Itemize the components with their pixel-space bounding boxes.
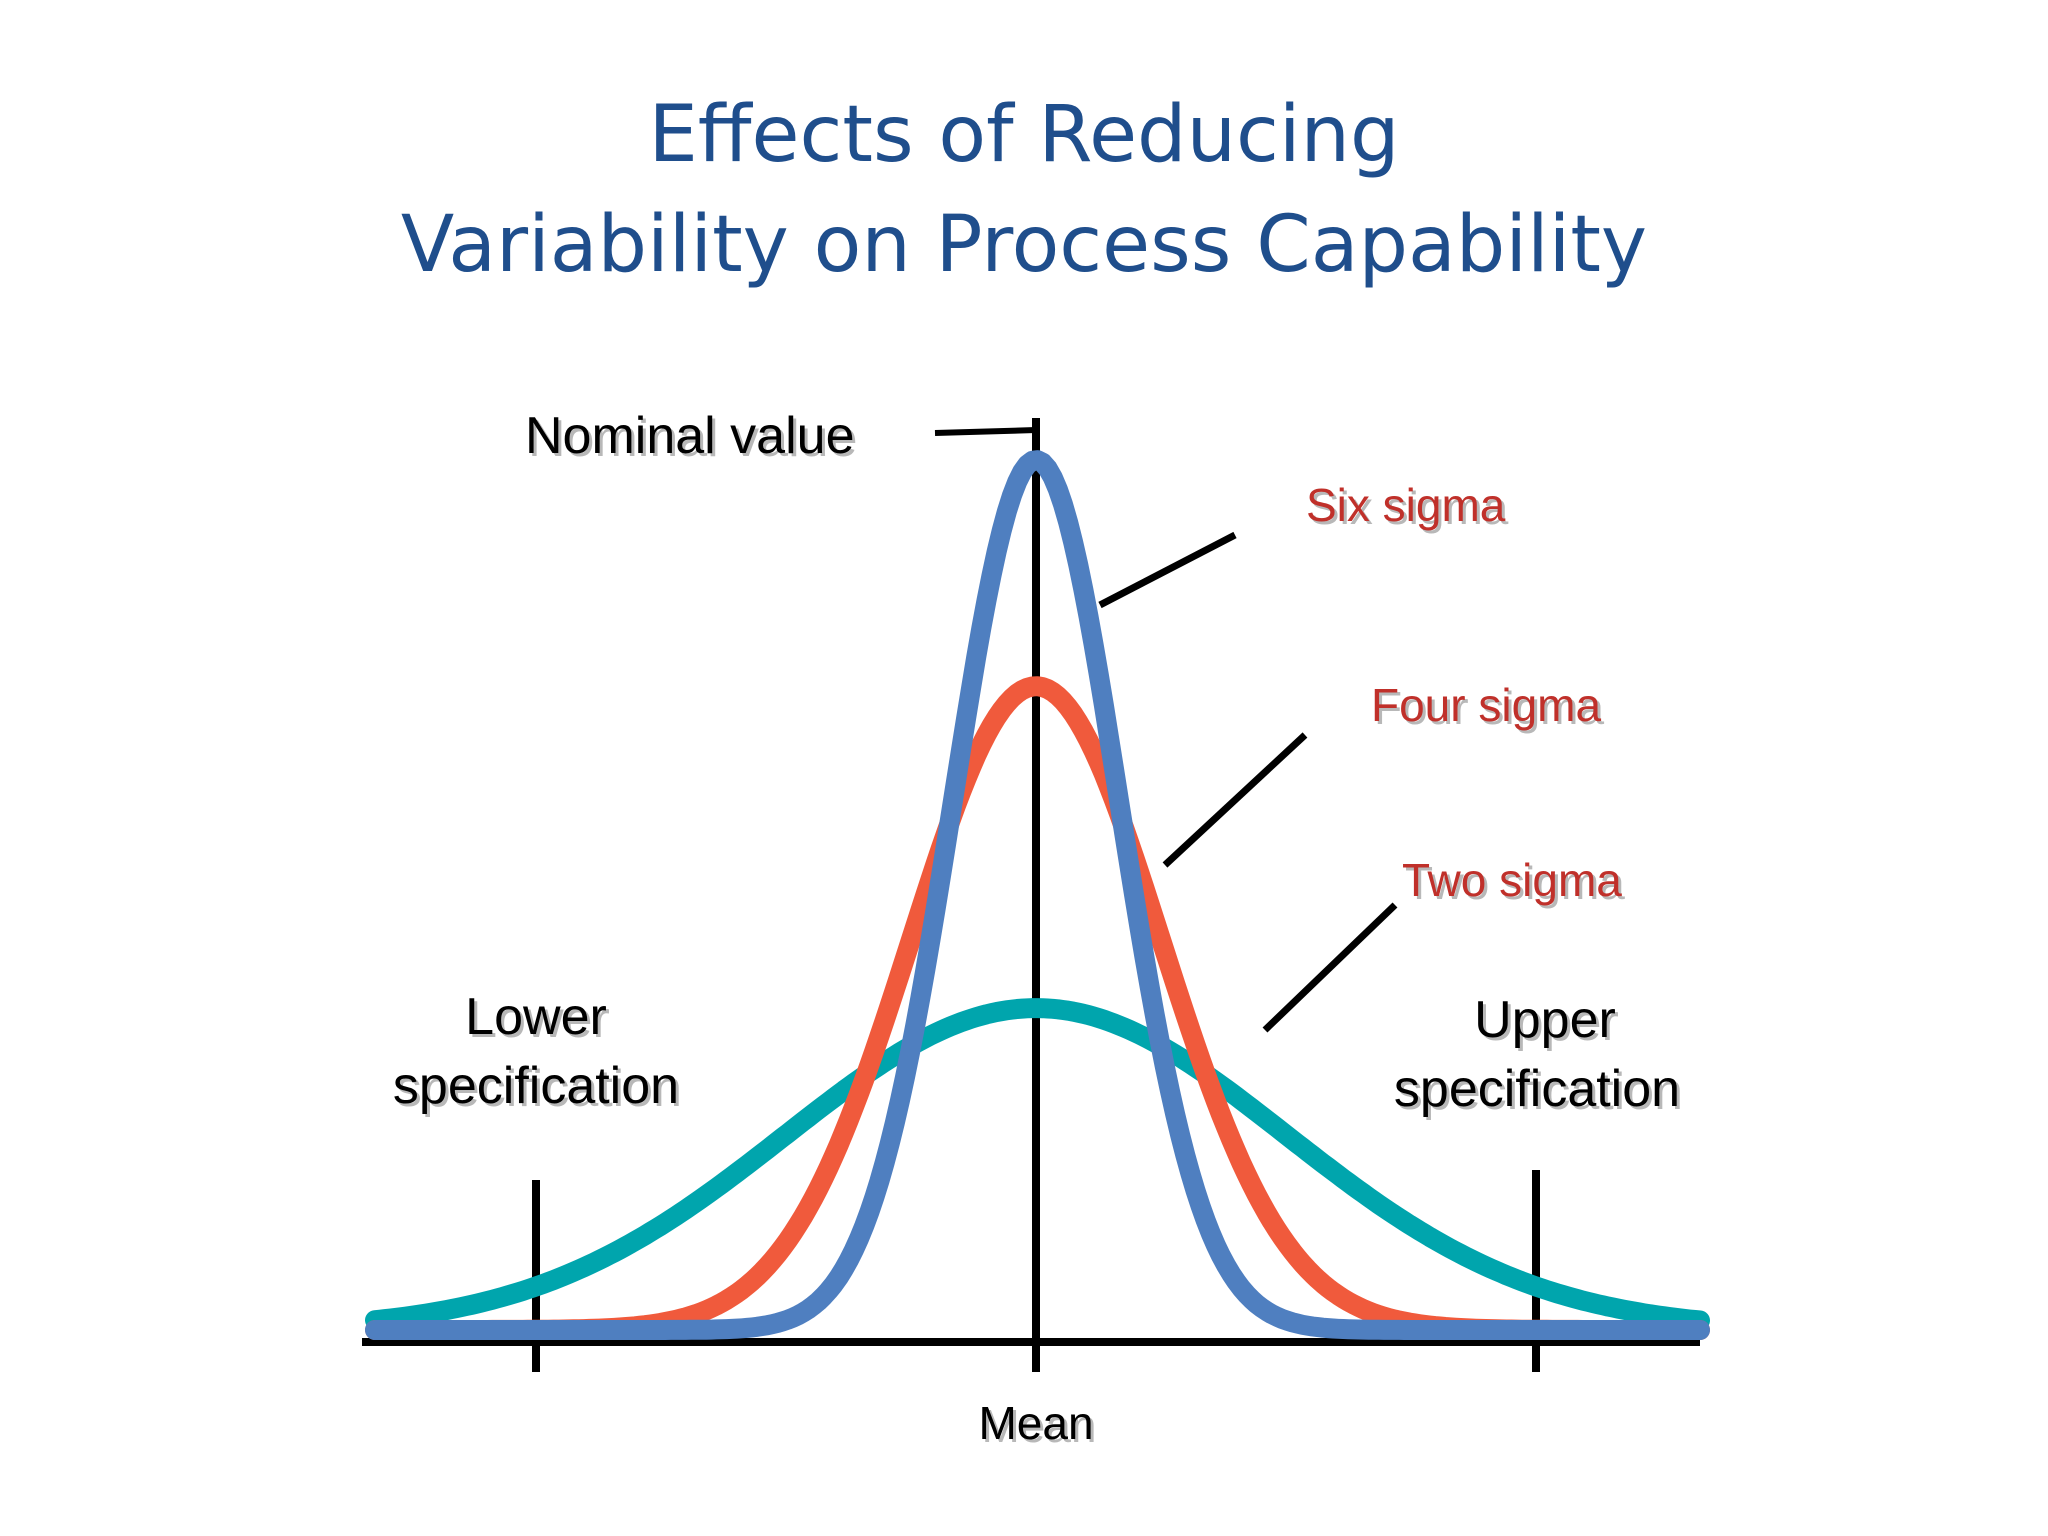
four-sigma-label: Four sigma: [1371, 679, 1601, 731]
x-axis-label-shadow: Mean: [981, 1400, 1096, 1452]
series-curves: [365, 450, 1710, 1340]
upper-spec-label-line2: specification: [1394, 1060, 1680, 1118]
x-axis-label: Mean: [978, 1397, 1093, 1449]
two-sigma-label-shadow: Two sigma: [1405, 857, 1625, 909]
chart-title-line-2: Variability on Process Capability: [400, 200, 1648, 290]
lower-spec-label-line1-shadow: Lower: [468, 991, 610, 1049]
upper-spec-label-line1: Upper: [1474, 991, 1616, 1049]
nominal-label-shadow: Nominal value: [528, 410, 858, 468]
two-sigma-label: Two sigma: [1402, 854, 1622, 906]
six-sigma-label-shadow: Six sigma: [1309, 482, 1509, 534]
six-sigma-leader-line: [1098, 531, 1237, 609]
chart-title-line-1: Effects of Reducing: [648, 90, 1400, 180]
upper-spec-label-line2-shadow: specification: [1397, 1063, 1683, 1121]
six-sigma-label: Six sigma: [1306, 479, 1506, 531]
two-sigma-leader-line: [1262, 902, 1398, 1033]
series-line-six-sigma: [365, 450, 1710, 1340]
four-sigma-label-shadow: Four sigma: [1374, 682, 1604, 734]
lower-spec-label-line2-shadow: specification: [396, 1060, 682, 1118]
series-line-two-sigma: [365, 998, 1710, 1331]
lower-spec-label-line1: Lower: [465, 988, 607, 1046]
nominal-leader-line: [934, 427, 1037, 436]
lower-spec-label-line2: specification: [393, 1057, 679, 1115]
upper-spec-label-line1-shadow: Upper: [1477, 994, 1619, 1052]
nominal-label: Nominal value: [525, 407, 855, 465]
four-sigma-leader-line: [1162, 732, 1308, 868]
